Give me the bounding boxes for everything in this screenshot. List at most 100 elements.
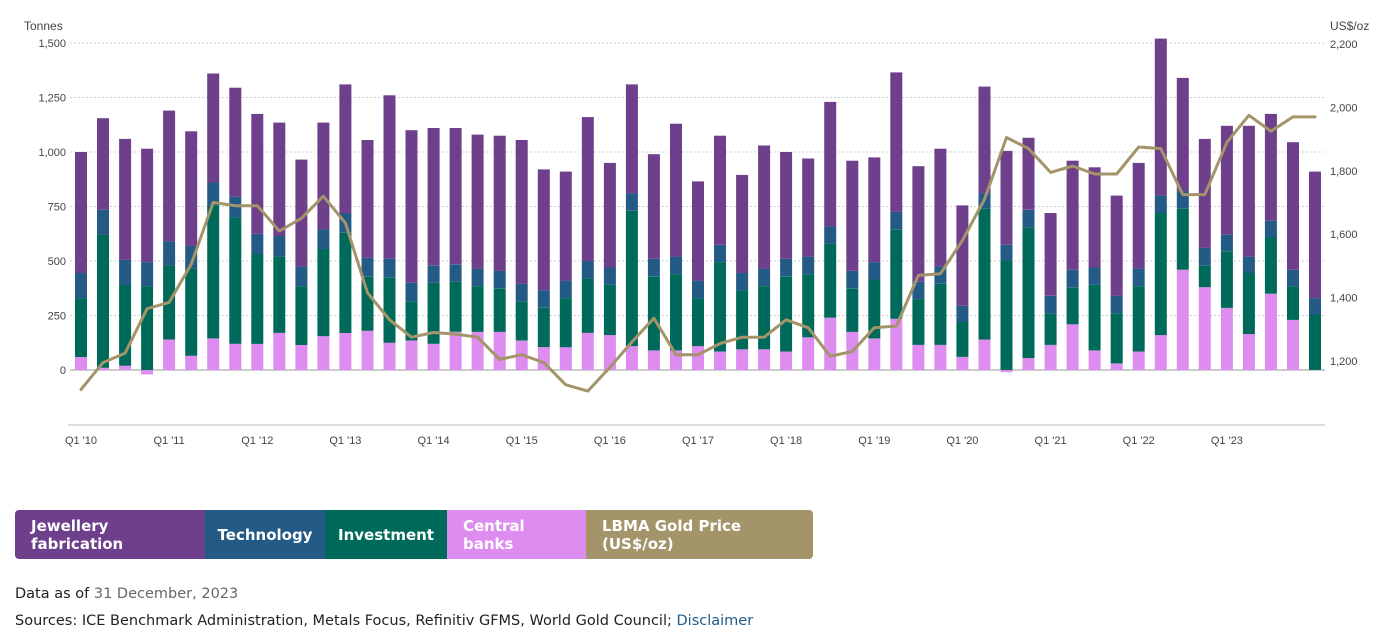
bar-segment-investment (1309, 314, 1321, 370)
x-tick-label: Q1 '17 (682, 435, 714, 447)
legend-item-gold-price[interactable]: LBMA Gold Price (US$/oz) (586, 510, 813, 559)
bar-segment-technology (1110, 295, 1123, 314)
bar-segment-technology (758, 268, 771, 286)
right-tick-label: 1,800 (1330, 166, 1358, 178)
right-tick-label: 2,000 (1330, 102, 1358, 114)
bar-segment-investment (317, 249, 330, 337)
x-tick-label: Q1 '12 (241, 435, 273, 447)
x-tick-label: Q1 '15 (506, 435, 538, 447)
bar-segment-central-banks (1264, 293, 1277, 370)
bar-segment-investment (934, 283, 947, 345)
bar-segment-jewellery (714, 135, 726, 245)
bar-segment-jewellery (603, 162, 616, 268)
bar-segment-central-banks (824, 317, 837, 370)
sources-text: Sources: ICE Benchmark Administration, M… (15, 613, 672, 629)
bar-segment-central-banks (97, 367, 109, 370)
bar-segment-central-banks (1287, 319, 1299, 370)
bar-segment-jewellery (97, 118, 109, 210)
bar-segment-investment (97, 234, 109, 368)
bar-segment-jewellery (912, 166, 925, 282)
bar-segment-technology (802, 256, 815, 274)
bar-segment-central-banks (295, 344, 308, 370)
legend-item-jewellery[interactable]: Jewellery fabrication (15, 510, 205, 559)
bar-segment-investment (383, 277, 396, 343)
bar-segment-technology (780, 258, 793, 277)
bar-segment-jewellery (956, 205, 969, 306)
bar-segment-jewellery (317, 122, 330, 230)
legend-item-central-banks[interactable]: Central banks (447, 510, 586, 559)
x-tick-label: Q1 '16 (594, 435, 626, 447)
bar-segment-technology (1154, 195, 1167, 213)
bar-segment-central-banks (868, 338, 881, 370)
bar-segment-central-banks (75, 356, 87, 370)
bar-segment-technology (471, 268, 484, 286)
bar-segment-jewellery (581, 117, 594, 261)
bar-segment-technology (625, 193, 638, 211)
bar-segment-central-banks (361, 330, 374, 370)
bar-segment-investment (1220, 251, 1233, 308)
bar-segment-central-banks (1066, 324, 1079, 370)
bar-segment-central-banks (405, 340, 418, 370)
x-axis: Q1 '10 Q1 '11 Q1 '12 Q1 '13 Q1 '14 Q1 '15 Q1 '… (65, 424, 1325, 447)
bar-segment-jewellery (361, 140, 374, 258)
bar-segment-technology (75, 273, 87, 299)
bar-segment-jewellery (736, 174, 749, 273)
bar-segment-jewellery (427, 128, 440, 266)
bar-segment-technology (295, 266, 308, 286)
disclaimer-link[interactable]: Disclaimer (676, 613, 754, 629)
legend-item-investment[interactable]: Investment (325, 510, 447, 559)
bar-segment-jewellery (119, 138, 132, 260)
bar-segment-technology (603, 267, 616, 285)
left-axis-unit: Tonnes (24, 19, 63, 33)
bar-segment-central-banks (1000, 370, 1013, 373)
bar-segment-technology (515, 283, 528, 302)
bar-segment-investment (515, 301, 528, 341)
bar-segment-jewellery (1088, 167, 1101, 268)
bar-segment-investment (670, 274, 682, 351)
bar-segment-investment (846, 288, 859, 332)
bar-segment-investment (361, 276, 374, 331)
right-tick-label: 1,200 (1330, 356, 1358, 368)
bar-segment-central-banks (625, 346, 638, 370)
bar-segment-technology (890, 211, 903, 230)
bar-segment-jewellery (1066, 160, 1079, 270)
bar-segment-technology (956, 305, 969, 323)
bar-segment-central-banks (1154, 335, 1167, 370)
x-tick-label: Q1 '18 (770, 435, 802, 447)
bar-segment-central-banks (934, 344, 947, 370)
bar-segment-investment (625, 210, 638, 347)
bar-segment-investment (1000, 261, 1013, 370)
bar-segment-central-banks (758, 349, 771, 370)
bar-segment-investment (75, 298, 87, 357)
data-as-of: Data as of 31 December, 2023 (15, 586, 238, 602)
bar-segment-technology (647, 258, 660, 277)
bar-segment-central-banks (1176, 269, 1189, 370)
bar-segment-jewellery (537, 169, 550, 291)
bar-segment-technology (1287, 269, 1299, 286)
bar-segment-investment (1287, 286, 1299, 320)
bar-segment-technology (449, 264, 462, 282)
bar-segment-jewellery (758, 145, 771, 269)
bar-segment-investment (207, 205, 220, 339)
bar-segment-central-banks (273, 332, 286, 370)
bar-segment-jewellery (273, 122, 286, 236)
bar-segment-technology (912, 281, 925, 300)
bar-segment-central-banks (802, 337, 815, 370)
bar-segment-central-banks (978, 339, 991, 370)
bar-segment-jewellery (1044, 213, 1057, 296)
legend-item-technology[interactable]: Technology (205, 510, 325, 559)
bar-segment-jewellery (339, 84, 352, 214)
bar-segment-investment (912, 299, 925, 345)
bar-segment-central-banks (890, 318, 903, 370)
bar-segment-investment (868, 279, 881, 339)
bar-segment-technology (1044, 295, 1057, 314)
bar-segment-technology (559, 280, 572, 298)
bar-segment-investment (758, 286, 771, 350)
bar-segment-jewellery (251, 113, 264, 234)
bar-segment-jewellery (1264, 113, 1277, 221)
bar-segment-technology (207, 182, 220, 206)
bar-segment-central-banks (141, 370, 154, 375)
right-tick-label: 1,400 (1330, 293, 1358, 305)
bar-segment-investment (405, 301, 418, 341)
bar-segment-jewellery (449, 128, 462, 265)
